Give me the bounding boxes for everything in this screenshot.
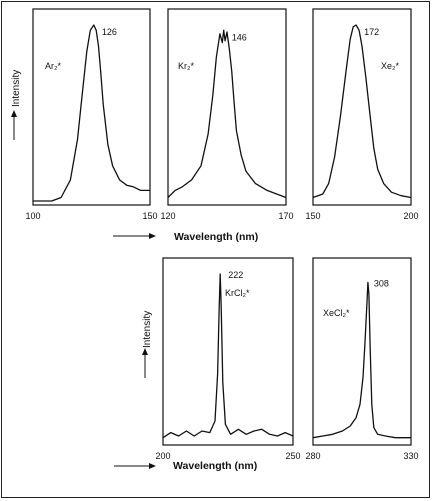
x-tick-label: 100: [25, 211, 40, 221]
x-tick-label: 150: [305, 211, 320, 221]
wavelength-arrowhead-top: [149, 233, 156, 239]
spectrum-line: [162, 273, 294, 439]
species-label: XeCl₂*: [323, 308, 350, 318]
spectrum-line: [167, 29, 287, 199]
peak-wavelength-label: 146: [232, 32, 247, 42]
intensity-label-bottom: Intensity: [142, 311, 153, 348]
wavelength-arrowhead-bottom: [149, 463, 156, 469]
intensity-arrowhead-top: [11, 110, 17, 117]
x-tick-label: 330: [403, 451, 418, 461]
panel-3: 150 200 172 Xe₂*: [305, 8, 419, 221]
peak-wavelength-label: 126: [102, 27, 117, 37]
spectrum-line: [312, 281, 411, 439]
peak-wavelength-label: 222: [228, 270, 243, 280]
panel-5: 280 330 308 XeCl₂*: [305, 257, 419, 461]
x-tick-label: 280: [305, 451, 320, 461]
wavelength-label-top: Wavelength (nm): [174, 231, 258, 243]
panel-frame: [312, 257, 412, 446]
x-tick-label: 150: [142, 211, 157, 221]
species-label: Xe₂*: [381, 61, 400, 71]
intensity-label-top: Intensity: [11, 70, 22, 107]
species-label: KrCl₂*: [225, 288, 250, 298]
species-label: Kr₂*: [178, 61, 194, 71]
panel-frame: [167, 8, 287, 206]
wavelength-label-bottom: Wavelength (nm): [173, 460, 257, 472]
peak-wavelength-label: 172: [364, 27, 379, 37]
panel-2: 120 170 146 Kr₂*: [160, 8, 294, 221]
spectrum-line: [312, 24, 412, 199]
intensity-arrowhead-bottom: [142, 348, 148, 355]
species-label: Ar₂*: [45, 61, 61, 71]
x-tick-label: 120: [160, 211, 175, 221]
x-tick-label: 200: [403, 211, 418, 221]
x-tick-label: 200: [155, 451, 170, 461]
panel-1: 100 150 126 Ar₂*: [25, 8, 158, 221]
panel-frame: [312, 8, 412, 206]
panel-frame: [162, 257, 294, 446]
x-tick-label: 170: [278, 211, 293, 221]
spectrum-line: [33, 24, 150, 202]
panel-frame: [32, 8, 151, 206]
peak-wavelength-label: 308: [374, 278, 389, 288]
panel-4: 200 250 222 KrCl₂*: [155, 257, 301, 461]
x-tick-label: 250: [285, 451, 300, 461]
